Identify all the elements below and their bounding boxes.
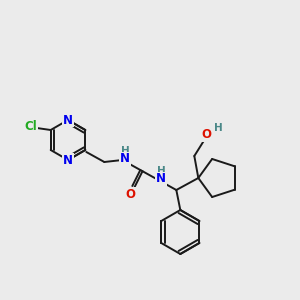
- Text: N: N: [63, 113, 73, 127]
- Text: H: H: [214, 123, 223, 133]
- Text: N: N: [156, 172, 166, 185]
- Text: Cl: Cl: [24, 121, 37, 134]
- Text: N: N: [63, 154, 73, 166]
- Text: H: H: [121, 146, 130, 156]
- Text: O: O: [201, 128, 211, 142]
- Text: H: H: [157, 166, 166, 176]
- Text: O: O: [125, 188, 135, 200]
- Text: N: N: [120, 152, 130, 166]
